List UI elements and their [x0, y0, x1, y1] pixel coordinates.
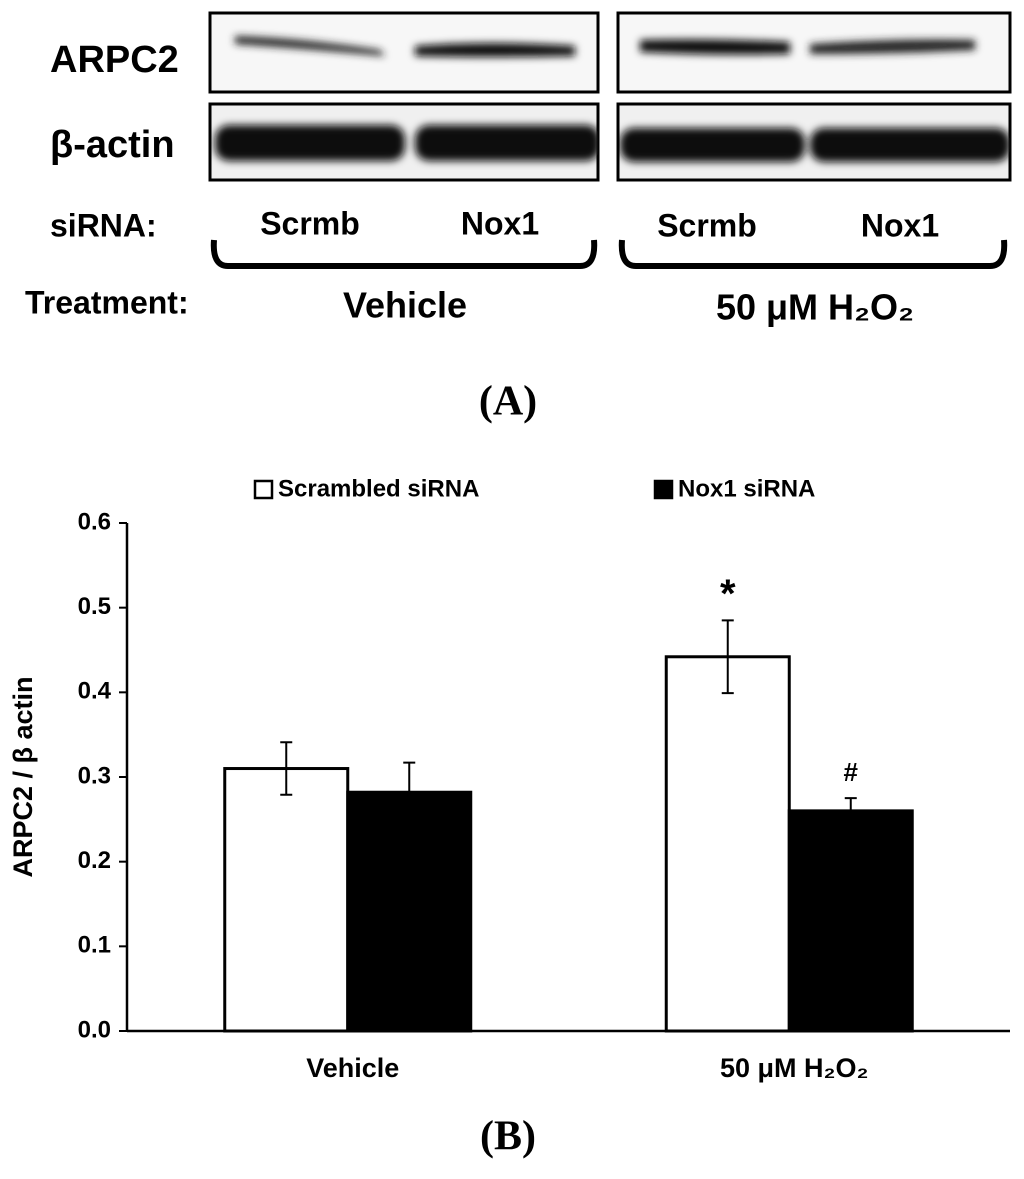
band [235, 36, 385, 56]
bracket [210, 239, 598, 269]
y-tick-label: 0.0 [78, 1016, 111, 1043]
y-tick-label: 0.1 [78, 932, 111, 959]
lane-label: Nox1 [461, 205, 539, 241]
sirna-label: siRNA: [50, 207, 157, 243]
annotation: # [844, 757, 859, 787]
lane-label: Scrmb [260, 205, 360, 241]
lane-label: Nox1 [861, 207, 939, 243]
error-bar [403, 761, 416, 823]
band [810, 39, 975, 54]
legend-swatch [653, 479, 674, 500]
panel-label: (A) [479, 379, 537, 425]
y-tick-label: 0.5 [78, 593, 111, 620]
row-label: ARPC2 [50, 39, 179, 81]
band [810, 128, 1010, 162]
bar [787, 809, 914, 1033]
band [215, 125, 405, 161]
panel-label: (B) [480, 1114, 536, 1160]
y-tick-label: 0.4 [78, 678, 112, 705]
treatment: Vehicle [343, 285, 467, 326]
y-tick-label: 0.2 [78, 847, 111, 874]
error-bar [844, 797, 857, 825]
bar [223, 767, 350, 1033]
error-bar [280, 741, 293, 796]
lane-label: Scrmb [657, 207, 757, 243]
bar [346, 790, 473, 1033]
annotation: * [720, 572, 736, 616]
error-bar [721, 619, 734, 695]
band [415, 125, 598, 161]
legend-label: Nox1 siRNA [678, 475, 815, 502]
y-tick-label: 0.3 [78, 762, 111, 789]
legend-swatch [253, 479, 274, 500]
y-axis-label: ARPC2 / β actin [8, 676, 38, 877]
bar [664, 655, 791, 1033]
band [640, 39, 790, 55]
blot [208, 11, 1012, 269]
band [415, 43, 575, 57]
row-label: β-actin [50, 124, 175, 166]
y-tick-label: 0.6 [78, 508, 111, 535]
treatment: 50 μM H₂O₂ [716, 287, 914, 328]
treatment-label: Treatment: [25, 284, 189, 320]
legend-label: Scrambled siRNA [278, 475, 479, 502]
x-tick-label: 50 μM H₂O₂ [720, 1053, 869, 1083]
band [620, 128, 805, 162]
bracket [618, 239, 1008, 269]
x-tick-label: Vehicle [306, 1053, 399, 1083]
